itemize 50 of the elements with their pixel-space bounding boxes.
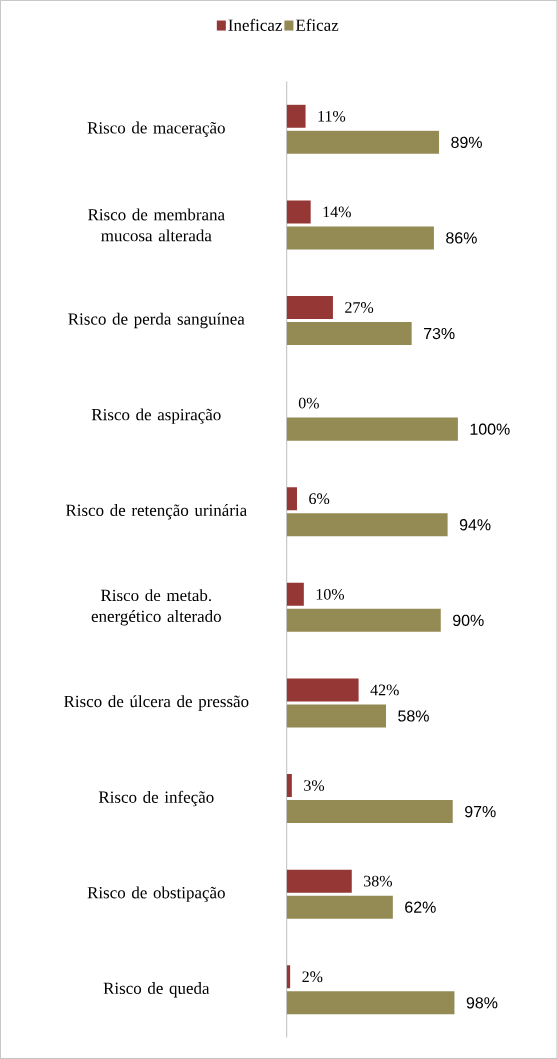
data-label: 6% — [309, 493, 330, 505]
data-label: 11% — [318, 110, 345, 122]
bar — [286, 800, 453, 824]
bar — [286, 774, 292, 798]
legend-label: Eficaz — [295, 18, 339, 31]
y-tick-label: Risco de úlcera de pressão — [63, 695, 249, 711]
data-label: 100% — [470, 423, 510, 435]
data-label: 14% — [323, 206, 351, 218]
bar — [286, 608, 441, 632]
data-label: 94% — [459, 519, 491, 531]
y-tick-label: Risco de obstipação — [87, 886, 225, 902]
bar — [286, 417, 458, 441]
bar — [286, 869, 352, 893]
data-label: 73% — [423, 327, 455, 340]
data-label: 90% — [452, 614, 484, 626]
data-label: 3% — [303, 780, 324, 791]
bar — [286, 322, 412, 346]
data-label: 97% — [464, 805, 496, 818]
y-tick-label: Risco de perda sanguínea — [68, 312, 245, 329]
data-label: 0% — [298, 397, 319, 409]
bar — [286, 513, 448, 537]
bar — [286, 130, 439, 154]
bar — [286, 582, 304, 606]
data-label: 10% — [316, 588, 344, 600]
y-tick-label: Risco de maceração — [87, 121, 225, 137]
data-label: 38% — [363, 875, 392, 887]
data-label: 2% — [302, 971, 323, 983]
y-tick-label: Risco de retenção urinária — [65, 504, 247, 520]
data-label: 27% — [344, 302, 373, 313]
y-tick-label: Risco de infeção — [98, 790, 214, 807]
bar — [286, 704, 386, 728]
y-tick-label: Risco de membrana mucosa alterada — [87, 208, 225, 242]
legend-label: Ineficaz — [228, 18, 282, 31]
y-tick-label: Risco de aspiração — [91, 408, 221, 424]
data-label: 86% — [445, 232, 477, 244]
bar — [286, 991, 455, 1015]
bar — [286, 200, 311, 224]
data-label: 58% — [397, 710, 429, 722]
bar — [286, 487, 297, 511]
y-tick-label: Risco de queda — [103, 982, 210, 998]
data-label: 98% — [466, 997, 498, 1009]
bar — [286, 104, 306, 128]
bar — [286, 678, 359, 702]
bar — [286, 895, 393, 919]
data-label: 62% — [404, 901, 436, 913]
bar — [286, 226, 434, 250]
bar — [286, 295, 333, 320]
y-tick-label: Risco de metab. energético alterado — [91, 589, 221, 626]
data-label: 89% — [451, 136, 482, 148]
data-label: 42% — [370, 684, 399, 696]
